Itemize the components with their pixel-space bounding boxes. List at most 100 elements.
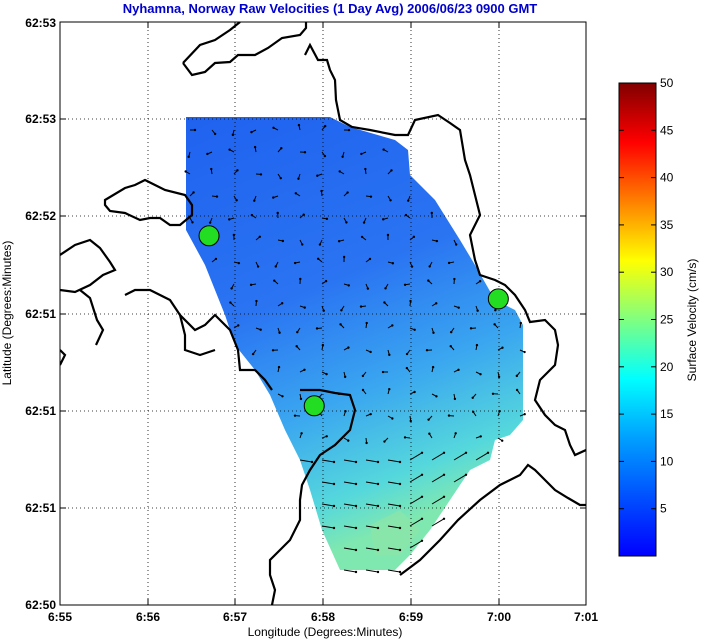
y-tick-label: 62:52: [25, 209, 56, 223]
velocity-arrow-head: [479, 372, 482, 376]
velocity-arrow-head: [464, 473, 468, 476]
velocity-arrow-head: [297, 177, 300, 180]
velocity-arrow-head: [294, 192, 298, 195]
x-tick-label: 7:01: [574, 610, 598, 624]
velocity-arrow-head: [256, 265, 260, 268]
velocity-arrow-head: [210, 167, 213, 171]
velocity-arrow: [321, 503, 335, 507]
velocity-arrow-head: [457, 306, 460, 309]
velocity-arrow-head: [382, 148, 385, 151]
velocity-arrow-head: [391, 262, 395, 265]
x-tick-label: 6:57: [223, 610, 247, 624]
velocity-arrow-head: [435, 239, 439, 243]
velocity-arrow-head: [369, 195, 373, 198]
velocity-arrow: [409, 540, 423, 549]
velocity-field: [186, 117, 523, 570]
velocity-arrow-head: [428, 265, 431, 268]
velocity-arrow-head: [398, 548, 402, 552]
velocity-arrow-head: [376, 504, 380, 508]
y-tick-label: 62:51: [25, 307, 56, 321]
velocity-arrow-head: [271, 349, 275, 352]
velocity-arrow-head: [428, 432, 431, 435]
velocity-arrow-head: [453, 397, 457, 401]
velocity-arrow-head: [381, 218, 385, 221]
velocity-arrow-head: [341, 155, 344, 159]
velocity-arrow: [343, 481, 357, 485]
y-axis-label: Latitude (Degrees:Minutes): [0, 241, 14, 386]
velocity-arrow-head: [231, 133, 235, 137]
velocity-arrow-head: [389, 199, 392, 202]
velocity-arrow-head: [347, 346, 350, 349]
velocity-arrow-head: [360, 152, 363, 156]
velocity-arrow-head: [228, 148, 231, 151]
colorbar-ticks: 5 10 15 20 25 30 35 40 45 50: [619, 76, 674, 516]
velocity-arrow-head: [376, 482, 380, 486]
velocity-arrow-head: [347, 284, 350, 287]
velocity-arrow-head: [187, 155, 190, 159]
colorbar: 5 10 15 20 25 30 35 40 45 50 Surface Velocity (cm…: [618, 76, 699, 557]
velocity-arrow: [453, 474, 467, 483]
velocity-arrow-head: [191, 221, 194, 224]
velocity-arrow-head: [420, 473, 424, 476]
velocity-arrow-head: [362, 221, 366, 224]
velocity-arrow-head: [519, 321, 522, 325]
velocity-arrow-head: [386, 233, 390, 237]
velocity-arrow-head: [253, 199, 256, 202]
velocity-arrow-head: [310, 460, 314, 464]
velocity-arrow-head: [442, 517, 446, 520]
colorbar-tick-label: 25: [660, 313, 674, 327]
velocity-arrow-head: [494, 309, 497, 312]
y-tick-label: 62:53: [25, 16, 56, 30]
velocity-arrow: [365, 547, 379, 551]
velocity-arrow-head: [501, 346, 504, 349]
velocity-arrow: [431, 474, 445, 483]
velocity-arrow: [475, 452, 489, 461]
velocity-arrow-head: [420, 517, 424, 520]
velocity-arrow-head: [228, 218, 231, 221]
velocity-arrow-head: [405, 366, 409, 370]
velocity-arrow-head: [388, 353, 391, 357]
velocity-arrow-head: [215, 195, 219, 198]
x-tick-label: 6:59: [399, 610, 423, 624]
velocity-arrow: [365, 481, 379, 485]
velocity-arrow-head: [479, 435, 482, 438]
velocity-arrow-head: [403, 436, 407, 439]
velocity-arrow-head: [278, 331, 281, 334]
velocity-arrow-head: [442, 473, 446, 476]
velocity-arrow-head: [391, 324, 394, 327]
velocity-arrow: [343, 459, 357, 463]
velocity-arrow-head: [295, 345, 298, 348]
velocity-arrow-head: [302, 213, 305, 216]
velocity-arrow: [409, 496, 423, 505]
velocity-arrow: [365, 525, 379, 529]
velocity-arrow-head: [457, 368, 460, 372]
velocity-arrow: [431, 496, 445, 505]
velocity-arrow: [387, 547, 401, 551]
velocity-arrow-head: [409, 299, 412, 303]
velocity-arrow-head: [229, 301, 232, 304]
velocity-arrow-head: [281, 239, 285, 243]
x-tick-label: 6:56: [136, 610, 160, 624]
colorbar-tick-label: 35: [660, 218, 674, 232]
velocity-arrow-head: [251, 352, 255, 356]
velocity-arrow-head: [420, 495, 424, 498]
y-tick-label: 62:51: [25, 501, 56, 515]
velocity-arrow-head: [325, 435, 328, 438]
velocity-arrow-head: [332, 482, 336, 486]
velocity-arrow-head: [297, 123, 301, 127]
colorbar-tick-label: 50: [660, 76, 674, 90]
colorbar-tick-label: 40: [660, 171, 674, 185]
colorbar-tick-label: 15: [660, 407, 674, 421]
velocity-arrow: [387, 481, 401, 485]
velocity-arrow: [321, 481, 335, 485]
velocity-arrow-head: [277, 365, 281, 369]
velocity-arrow: [343, 547, 357, 551]
velocity-arrow-head: [515, 374, 519, 378]
velocity-arrow-head: [376, 570, 380, 574]
velocity-arrow-head: [296, 330, 299, 334]
velocity-arrow-head: [493, 323, 496, 326]
velocity-arrow-head: [259, 328, 262, 331]
velocity-arrow-head: [420, 451, 424, 454]
velocity-arrow-head: [497, 375, 501, 379]
velocity-arrow-head: [332, 526, 336, 530]
